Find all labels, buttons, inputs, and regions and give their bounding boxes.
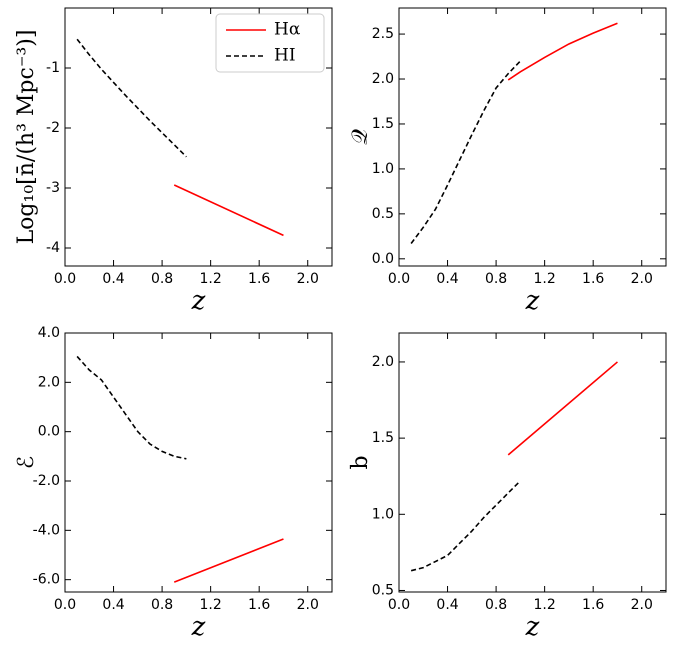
x-axis-label: z xyxy=(525,612,540,642)
x-tick-label: 0.8 xyxy=(485,597,507,613)
axes-frame xyxy=(398,332,667,593)
series-line xyxy=(76,355,187,460)
y-axis-label: ℰ xyxy=(14,456,39,469)
x-tick-label: 0.4 xyxy=(436,271,458,287)
y-tick-label: 0.5 xyxy=(372,206,394,222)
series-line xyxy=(76,38,187,158)
x-axis-label: z xyxy=(525,286,540,316)
series-line xyxy=(410,480,521,572)
x-tick-label: 1.2 xyxy=(534,271,556,287)
y-tick-label: 2.0 xyxy=(372,71,394,87)
x-tick-label: 1.2 xyxy=(200,271,222,287)
legend-box xyxy=(215,13,325,73)
x-tick-label: 0.0 xyxy=(54,271,76,287)
x-axis-label: z xyxy=(191,286,206,316)
y-tick-label: 1.5 xyxy=(372,430,394,446)
y-axis-label: 𝒬 xyxy=(348,129,373,145)
y-tick-label: 4.0 xyxy=(38,325,60,341)
y-tick-label: 1.0 xyxy=(372,506,394,522)
x-tick-label: 0.0 xyxy=(388,597,410,613)
y-tick-label: 2.0 xyxy=(38,374,60,390)
x-tick-label: 2.0 xyxy=(297,271,319,287)
x-tick-label: 0.8 xyxy=(151,271,173,287)
axes-frame xyxy=(398,7,667,267)
x-tick-label: 0.8 xyxy=(485,271,507,287)
legend-label: HI xyxy=(274,46,296,66)
x-axis-label: z xyxy=(191,612,206,642)
x-tick-label: 0.4 xyxy=(436,597,458,613)
series-line xyxy=(507,22,618,81)
x-tick-label: 0.0 xyxy=(54,597,76,613)
y-axis-label: b xyxy=(348,455,373,469)
series-line xyxy=(507,361,618,456)
y-tick-label: 2.5 xyxy=(372,26,394,42)
x-tick-label: 0.8 xyxy=(151,597,173,613)
y-tick-label: 1.5 xyxy=(372,116,394,132)
x-tick-label: 2.0 xyxy=(631,271,653,287)
axes-frame xyxy=(64,332,333,593)
x-tick-label: 0.4 xyxy=(102,271,124,287)
y-tick-label: 2.0 xyxy=(372,354,394,370)
x-tick-label: 2.0 xyxy=(631,597,653,613)
x-tick-label: 1.2 xyxy=(534,597,556,613)
y-tick-label: 1.0 xyxy=(372,161,394,177)
x-tick-label: 1.6 xyxy=(248,271,270,287)
series-line xyxy=(410,60,521,245)
legend-label: Hα xyxy=(274,20,301,40)
y-tick-label: -1 xyxy=(46,60,60,76)
x-tick-label: 1.2 xyxy=(200,597,222,613)
y-tick-label: -4.0 xyxy=(33,522,60,538)
axes-frame xyxy=(64,7,333,267)
x-tick-label: 1.6 xyxy=(582,271,604,287)
y-tick-label: 0.5 xyxy=(372,582,394,598)
x-tick-label: 0.4 xyxy=(102,597,124,613)
y-tick-label: -3 xyxy=(46,180,60,196)
y-tick-label: -6.0 xyxy=(33,572,60,588)
x-tick-label: 1.6 xyxy=(248,597,270,613)
series-line xyxy=(173,184,284,237)
y-tick-label: -4 xyxy=(46,240,60,256)
y-tick-label: 0.0 xyxy=(372,251,394,267)
y-axis-label: Log₁₀[n̄/(h³ Mpc⁻³)] xyxy=(14,30,39,245)
x-tick-label: 1.6 xyxy=(582,597,604,613)
x-tick-label: 2.0 xyxy=(297,597,319,613)
y-tick-label: -2 xyxy=(46,120,60,136)
y-tick-label: -2.0 xyxy=(33,473,60,489)
y-tick-label: 0.0 xyxy=(38,424,60,440)
series-line xyxy=(173,538,284,583)
x-tick-label: 0.0 xyxy=(388,271,410,287)
